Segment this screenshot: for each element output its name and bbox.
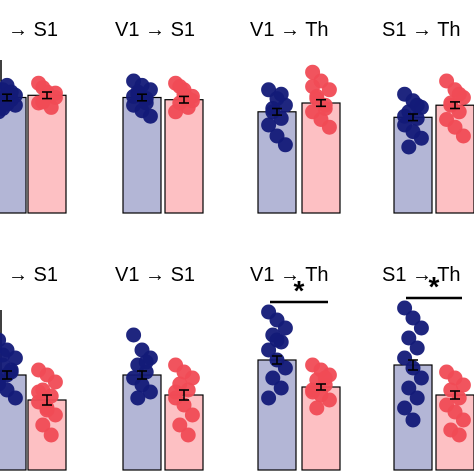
data-point [7,350,23,366]
data-point [47,85,63,101]
data-point [451,86,467,102]
data-point [273,86,289,102]
data-point [413,130,429,146]
data-point [126,327,142,343]
data-point [401,330,417,346]
data-point [47,374,63,390]
panel-title-r2-c4: S1 → Th [382,264,461,286]
data-point [321,82,337,98]
data-point [35,417,51,433]
data-point [413,370,429,386]
data-point [168,104,184,120]
data-point [305,384,321,400]
data-point [265,370,281,386]
data-point [277,360,293,376]
significance-marker: * [294,275,305,306]
panel-title-r1-c1: → S1 [8,19,58,41]
data-point [451,427,467,443]
data-point [269,332,285,348]
data-point [277,137,293,153]
data-point [273,380,289,396]
data-point [405,310,421,326]
data-point [172,79,188,94]
data-point [409,97,425,113]
data-point [397,350,413,366]
data-point [397,108,413,124]
data-point [138,354,154,370]
data-point [401,380,417,396]
data-point [0,347,11,363]
data-point [184,370,200,386]
data-point [261,342,277,358]
bar [164,99,204,214]
data-point [455,128,471,144]
data-point [126,88,142,104]
data-point [261,117,277,133]
data-point [35,94,51,110]
data-point [142,108,158,124]
data-point [277,320,293,336]
data-point [455,377,471,393]
data-point [455,412,471,428]
data-point [7,390,23,406]
data-point [409,390,425,406]
data-point [180,427,196,443]
panel-title-r1-c4: S1 → Th [382,19,461,41]
data-point [180,91,196,107]
bar [257,359,297,471]
data-point [397,400,413,416]
data-point [317,101,333,116]
data-point [397,300,413,316]
bar [27,94,67,214]
panel-title-r1-c2: V1 → S1 [115,19,195,41]
data-point [405,412,421,428]
data-point [172,417,188,433]
data-point [413,320,429,336]
data-point [39,402,55,418]
data-point [168,384,184,400]
data-point [321,392,337,408]
data-point [142,384,158,400]
data-point [321,119,337,135]
data-point [43,427,59,443]
data-point [176,397,192,413]
data-point [31,384,47,400]
data-point [261,390,277,406]
data-point [130,390,146,406]
data-point [451,390,467,406]
significance-marker: * [429,271,440,302]
data-point [401,139,417,155]
data-point [317,370,333,386]
panel-title-r2-c1: → S1 [8,264,58,286]
panel-title-r1-c3: V1 → Th [250,19,329,41]
data-point [31,75,47,91]
data-point [309,400,325,416]
data-point [184,407,200,423]
data-point [409,340,425,356]
panel-title-r2-c3: V1 → Th [250,264,329,286]
panel-title-r2-c2: V1 → S1 [115,264,195,286]
data-point [305,79,321,94]
